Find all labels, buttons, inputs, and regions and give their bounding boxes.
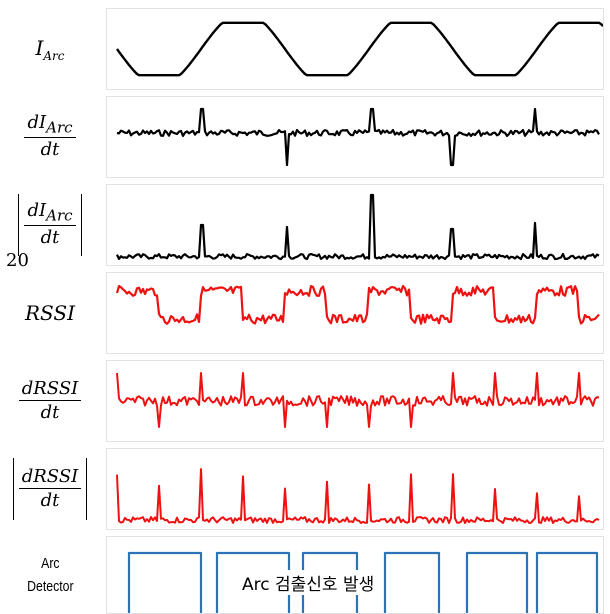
label-rssi: RSSI xyxy=(24,301,75,325)
stray-number: 20 xyxy=(6,250,29,271)
detector-pulse-1 xyxy=(127,551,203,613)
drssi-trace xyxy=(116,372,600,428)
abs-di-arc-trace xyxy=(116,193,600,261)
rssi-trace xyxy=(115,284,600,325)
panel-di-arc xyxy=(106,96,604,178)
panel-i-arc xyxy=(106,8,604,90)
row-drssi: dRSSI dt xyxy=(0,360,610,442)
panel-rssi xyxy=(106,272,604,354)
panel-drssi xyxy=(106,360,604,442)
label-i-arc: IArc xyxy=(35,35,65,63)
di-arc-trace xyxy=(116,107,600,167)
detector-pulse-5 xyxy=(465,551,529,613)
label-di-arc: dIArc dt xyxy=(0,96,100,178)
detector-pulse-4 xyxy=(383,551,441,613)
panel-abs-di-arc xyxy=(106,184,604,266)
i-arc-trace xyxy=(116,21,603,77)
label-arc-detector: Arc Detector xyxy=(26,554,74,595)
waveform-di-arc xyxy=(116,107,600,167)
arc-signal-annotation: Arc 검출신호 발생 xyxy=(240,570,377,595)
waveform-drssi xyxy=(116,372,600,428)
abs-drssi-trace xyxy=(116,468,600,524)
waveform-abs-di-arc xyxy=(116,193,600,261)
waveform-abs-drssi xyxy=(116,468,600,524)
label-abs-drssi: dRSSI dt xyxy=(0,448,100,530)
waveform-rssi xyxy=(115,284,600,325)
panel-abs-drssi xyxy=(106,448,604,530)
waveform-i-arc xyxy=(116,21,603,77)
row-abs-drssi: dRSSI dt xyxy=(0,448,610,530)
row-abs-di-arc: dIArc dt xyxy=(0,184,610,266)
label-drssi: dRSSI dt xyxy=(0,360,100,442)
row-i-arc: IArc xyxy=(0,8,610,90)
row-rssi: RSSI xyxy=(0,272,610,354)
detector-pulse-6 xyxy=(535,551,599,613)
label-abs-di-arc: dIArc dt xyxy=(0,184,100,266)
row-di-arc: dIArc dt xyxy=(0,96,610,178)
